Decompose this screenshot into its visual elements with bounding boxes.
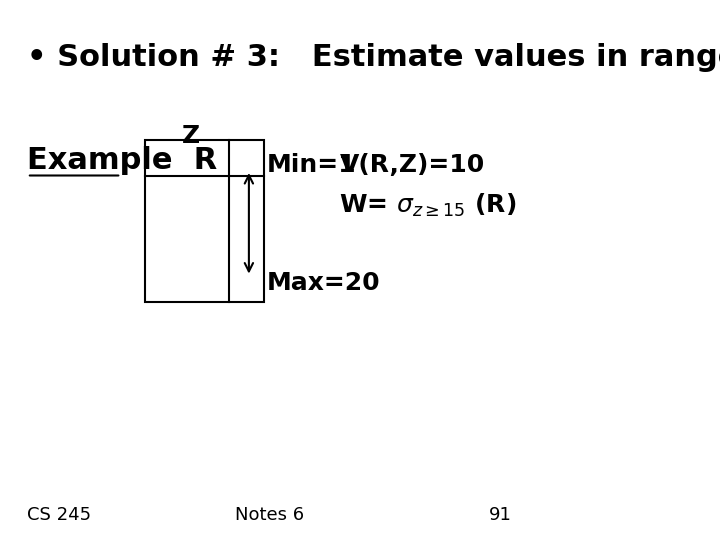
Text: V(R,Z)=10: V(R,Z)=10 (339, 153, 485, 177)
Text: • Solution # 3:   Estimate values in range: • Solution # 3: Estimate values in range (27, 43, 720, 72)
Text: Example  R: Example R (27, 146, 217, 175)
Text: Z: Z (182, 124, 200, 148)
Text: CS 245: CS 245 (27, 506, 91, 524)
Text: W= $\sigma_{z \geq 15}$ (R): W= $\sigma_{z \geq 15}$ (R) (339, 192, 517, 219)
Text: Min=1: Min=1 (266, 153, 356, 177)
Bar (145, 140, 264, 302)
Text: Max=20: Max=20 (266, 272, 380, 295)
Text: 91: 91 (489, 506, 512, 524)
Text: Notes 6: Notes 6 (235, 506, 304, 524)
